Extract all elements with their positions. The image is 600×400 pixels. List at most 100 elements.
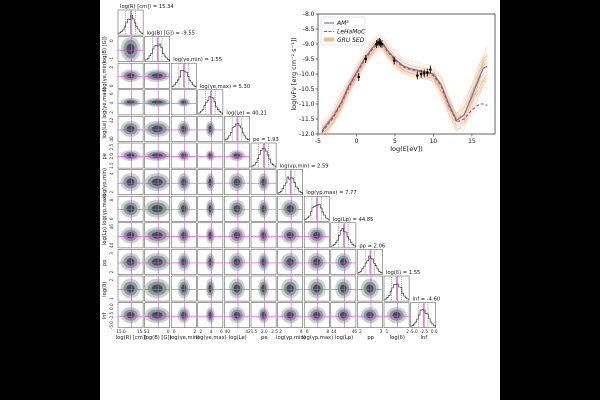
contour-inner [286, 205, 294, 213]
obs-point [419, 72, 423, 76]
param-title-Lp: log(Lp) = 44.85 [333, 217, 374, 223]
contour-pe-R [117, 142, 144, 169]
contour-Lp-gmax [197, 222, 224, 249]
contour-inner [126, 43, 135, 55]
y-tick-Le: 42 [109, 117, 114, 123]
contour-pp-pe [250, 249, 277, 275]
contour-inner [340, 311, 347, 319]
contour-inner [392, 311, 401, 319]
hist-step [145, 43, 170, 61]
contour-gmax-gmin [170, 89, 197, 116]
y-tick-label: -10.0 [299, 71, 315, 78]
x-tick-lnf: -5.0 [410, 329, 419, 334]
hist-gbmin [277, 169, 303, 195]
contour-delta-R [117, 275, 144, 302]
param-title-pp: pp = 2.06 [359, 243, 385, 249]
contour-pp-Le [224, 249, 250, 275]
gru-sed-sample [321, 45, 488, 133]
legend-entry: LeHaMoC [337, 29, 366, 36]
y-tick-gmax: 4 [109, 101, 114, 104]
contour-inner [340, 284, 347, 293]
contour-Le-gmin [170, 116, 197, 142]
hist-step [198, 96, 223, 114]
hist-delta [383, 275, 410, 302]
param-title-gbmax: log(γp,max) = 7.77 [306, 190, 356, 196]
y-tick-gmin: 2 [109, 66, 114, 69]
gru-sed-sample [324, 46, 488, 134]
hist-step [358, 255, 383, 274]
hist-step [251, 147, 276, 168]
y-label-gmax: log(γe,max) [102, 88, 108, 119]
y-tick-delta: 2 [109, 278, 114, 281]
hist-step [384, 283, 409, 301]
hist-gmax [197, 89, 224, 116]
contour-gbmax-gbmin [277, 195, 303, 222]
contour-inner [286, 258, 294, 266]
obs-point [380, 42, 384, 46]
contour-inner [286, 284, 294, 293]
y-label-B: log(B) [G]) [102, 36, 108, 63]
contour-pp-R [117, 249, 144, 275]
contour-inner [126, 258, 135, 266]
x-label-delta: log(δ) [390, 335, 405, 341]
hist-Le [224, 116, 250, 142]
contour-Le-gmax [197, 116, 224, 142]
contour-inner [233, 205, 241, 213]
legend-entry: AM³ [336, 20, 349, 27]
contour-lnf-gmax [197, 302, 224, 328]
param-title-lnf: lnf = -4.60 [413, 297, 441, 303]
contour-pp-gbmax [303, 249, 330, 275]
contour-gmin-R [117, 62, 144, 89]
contour-Le-B [144, 116, 170, 142]
contour-inner [233, 284, 241, 293]
y-tick-Lp: 46 [109, 224, 114, 230]
hist-step [118, 15, 143, 35]
hist-R [117, 9, 144, 36]
gru-sed-sample [321, 39, 488, 126]
contour-gbmax-B [144, 195, 170, 222]
x-tick-pe: 1.5 [251, 329, 258, 334]
gru-sed-sample [321, 37, 488, 129]
x-tick-delta: 1 [386, 329, 389, 334]
sed-chart: -5 0 5 10 15 -12.0 -11.5 -11.0 -10.5 -10.0 -9.5 -9.… [290, 11, 496, 153]
y-tick-label: -9.5 [303, 56, 315, 63]
contour-gbmax-R [117, 195, 144, 222]
obs-point [364, 57, 368, 61]
x-label-gbmax: log(γp,max) [302, 335, 333, 341]
x-tick-Lp: 46 [352, 329, 358, 334]
obs-point [429, 68, 432, 71]
contour-delta-gbmax [303, 275, 330, 302]
x-tick-R: 15.0 [116, 329, 126, 334]
y-tick-label: -8.5 [303, 26, 315, 33]
contour-inner [151, 284, 163, 293]
contour-gbmin-gmax [197, 169, 224, 195]
param-title-R: log(R) [cm]) = 15.34 [120, 4, 174, 10]
y-label-delta: log(δ) [102, 282, 108, 297]
contour-B-R [117, 36, 144, 62]
hist-pe [250, 142, 277, 169]
corner-plot: log(R) [cm]) = 15.34 log(B) [G]) = -9.55 l… [102, 4, 441, 341]
series-am [321, 41, 488, 132]
contour-pe-B [144, 142, 170, 169]
contour-inner [313, 311, 321, 319]
x-label-pp: pp [367, 335, 374, 341]
hist-gbmax [303, 195, 330, 222]
contour-inner [366, 284, 374, 293]
param-title-gmin: log(γe,min) = 1.55 [173, 57, 222, 63]
x-tick-lnf: -2.5 [420, 329, 429, 334]
contour-lnf-gbmin [277, 302, 303, 328]
x-tick-label: 5 [393, 138, 397, 145]
obs-point [392, 59, 396, 62]
contour-inner [286, 311, 294, 319]
x-tick-pp: 3 [380, 329, 383, 334]
contour-gbmin-gmin [170, 169, 197, 195]
x-tick-gmax: 6 [220, 329, 223, 334]
x-label-Le: log(Le) [229, 335, 247, 341]
x-tick-gbmin: 2 [279, 329, 282, 334]
hist-step [304, 204, 330, 221]
y-tick-label: -10.5 [299, 86, 315, 93]
y-tick-lnf: -5.0 [109, 321, 114, 330]
gru-sed-sample [323, 46, 488, 134]
x-tick-B: 0 [167, 329, 170, 334]
